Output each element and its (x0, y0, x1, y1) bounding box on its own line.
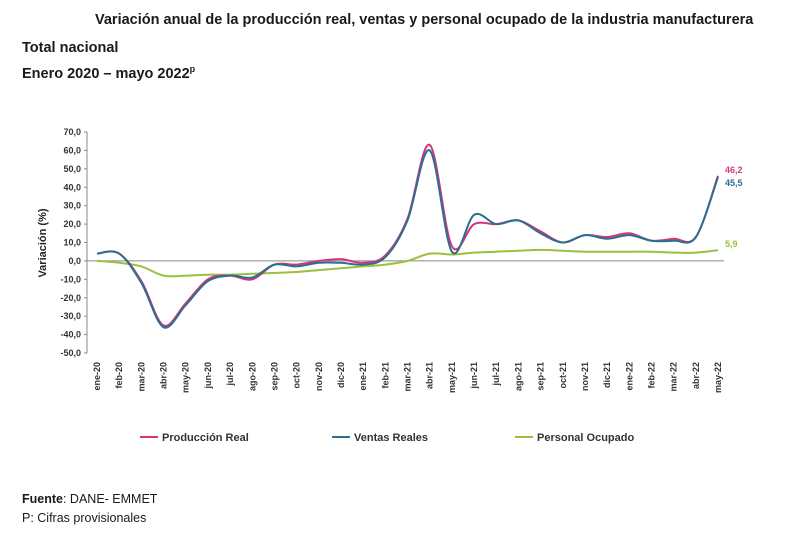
x-tick-label: nov-20 (314, 362, 324, 391)
y-tick-label: 40,0 (63, 182, 81, 192)
legend-label: Producción Real (162, 432, 249, 444)
series-line-ventas-reales (96, 149, 719, 329)
x-tick-label: oct-21 (558, 362, 568, 389)
x-tick-label: jul-20 (225, 362, 235, 387)
x-tick-label: may-22 (713, 362, 723, 393)
x-tick-label: dic-20 (336, 362, 346, 388)
x-tick-label: ene-20 (92, 362, 102, 391)
y-tick-label: -10,0 (60, 274, 81, 284)
source-note: Fuente: DANE- EMMET (22, 492, 157, 506)
x-tick-label: oct-20 (292, 362, 302, 389)
x-tick-label: sep-21 (536, 362, 546, 391)
x-tick-label: ene-21 (358, 362, 368, 391)
y-tick-label: 70,0 (63, 127, 81, 137)
x-tick-label: may-20 (181, 362, 191, 393)
y-tick-label: -50,0 (60, 348, 81, 358)
x-tick-label: feb-22 (647, 362, 657, 389)
x-tick-label: dic-21 (602, 362, 612, 388)
x-tick-label: may-21 (447, 362, 457, 393)
x-tick-label: abr-20 (159, 362, 169, 389)
y-axis-label: Variación (%) (37, 208, 49, 277)
x-tick-label: jun-21 (469, 362, 479, 390)
series-line-personal-ocupado (96, 248, 719, 278)
end-value-label: 5,9 (725, 239, 738, 249)
end-value-label: 46,2 (725, 165, 743, 175)
x-tick-label: mar-21 (403, 362, 413, 392)
x-tick-label: feb-21 (380, 362, 390, 389)
subtitle-period-text: Enero 2020 – mayo 2022 (22, 65, 190, 82)
y-tick-label: -40,0 (60, 330, 81, 340)
subtitle-scope: Total nacional (22, 40, 119, 56)
x-tick-label: nov-21 (580, 362, 590, 391)
x-tick-label: abr-22 (691, 362, 701, 389)
x-tick-label: abr-21 (425, 362, 435, 389)
provisional-note: P: Cifras provisionales (22, 511, 147, 525)
y-tick-label: 10,0 (63, 238, 81, 248)
y-tick-label: 30,0 (63, 201, 81, 211)
legend-label: Personal Ocupado (537, 432, 634, 444)
x-tick-label: sep-20 (269, 362, 279, 391)
y-tick-label: -20,0 (60, 293, 81, 303)
x-tick-label: feb-20 (114, 362, 124, 389)
x-tick-label: mar-22 (669, 362, 679, 392)
source-text: : DANE- EMMET (62, 492, 158, 506)
x-tick-label: ene-22 (624, 362, 634, 391)
x-tick-label: jul-21 (491, 362, 501, 387)
legend-label: Ventas Reales (354, 432, 428, 444)
x-tick-label: jun-20 (203, 362, 213, 390)
end-value-label: 45,5 (725, 178, 743, 188)
y-tick-label: 20,0 (63, 219, 81, 229)
y-tick-label: 0,0 (68, 256, 81, 266)
provisional-marker: p (189, 64, 196, 74)
subtitle-period: Enero 2020 – mayo 2022p (22, 64, 195, 82)
y-tick-label: 60,0 (63, 145, 81, 155)
source-label: Fuente (22, 492, 63, 506)
y-tick-label: 50,0 (63, 164, 81, 174)
x-tick-label: mar-20 (136, 362, 146, 392)
page-title: Variación anual de la producción real, v… (95, 12, 754, 28)
x-tick-label: ago-20 (247, 362, 257, 391)
y-tick-label: -30,0 (60, 311, 81, 321)
x-tick-label: ago-21 (513, 362, 523, 391)
